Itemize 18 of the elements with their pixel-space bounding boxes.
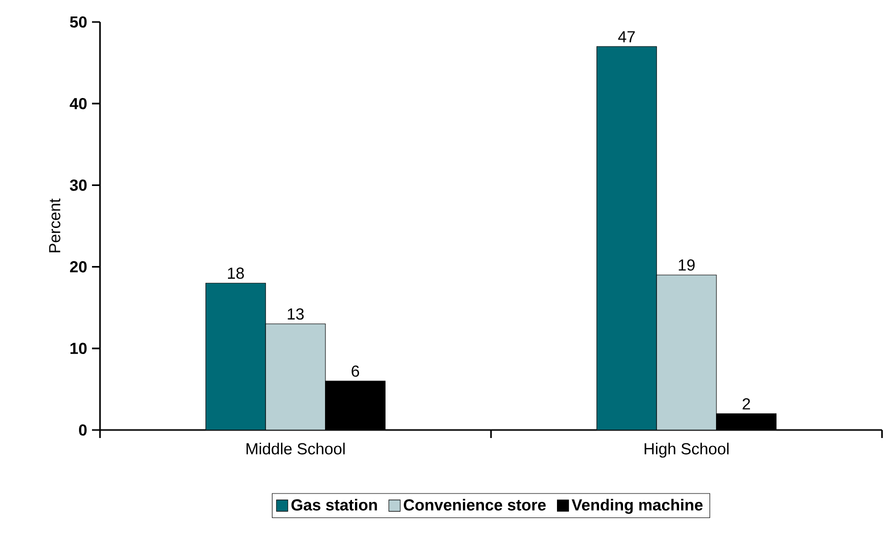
data-label: 47 xyxy=(618,31,635,42)
y-tick-label: 0 xyxy=(79,424,87,436)
x-tick-label: Middle School xyxy=(246,442,345,454)
data-label: 6 xyxy=(352,365,360,377)
data-label: 19 xyxy=(678,259,695,271)
data-label: 2 xyxy=(742,398,750,410)
y-tick-label: 40 xyxy=(70,98,87,110)
y-tick-label: 10 xyxy=(70,342,87,354)
y-tick-label: 20 xyxy=(70,261,87,272)
data-label: 13 xyxy=(288,308,304,320)
x-tick-label: High School xyxy=(644,442,729,458)
legend-label: Gas station xyxy=(291,498,377,511)
y-tick-label: 50 xyxy=(70,16,87,28)
y-tick-label: 30 xyxy=(70,180,87,191)
legend-label: Convenience store xyxy=(404,498,546,511)
y-axis-title: Percent xyxy=(49,198,60,252)
legend-label: Vending machine xyxy=(572,498,703,514)
data-label: 18 xyxy=(228,268,244,279)
